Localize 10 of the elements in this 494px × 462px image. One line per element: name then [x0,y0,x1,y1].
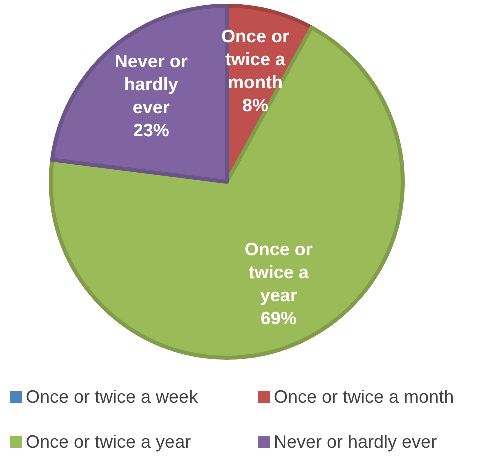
legend-label: Once or twice a week [26,387,200,407]
slice-label: Once or twice a month [221,26,290,93]
legend-label: Once or twice a year [26,432,192,452]
data-label: 23% [133,120,170,141]
legend-label: Once or twice a month [274,387,454,407]
data-label: 69% [260,308,297,328]
slice-label: Once or twice a year [244,239,313,306]
legend-label: Never or hardly ever [274,432,438,452]
data-label: 8% [242,96,268,116]
slice-label: Never or hardly ever [114,52,188,118]
